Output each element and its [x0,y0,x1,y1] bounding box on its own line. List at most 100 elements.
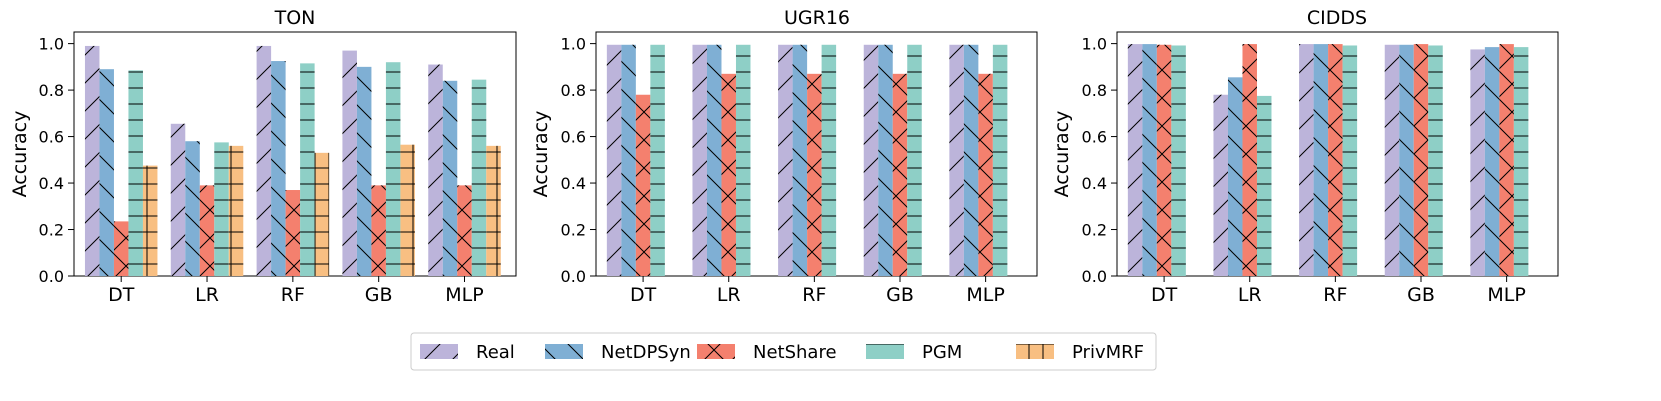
panel-title: UGR16 [784,7,850,29]
legend-swatch-hatch [1016,344,1054,359]
bar-hatch-privmrf-lr [228,145,244,276]
bar-hatch-netdpsyn-rf [271,61,286,276]
panel-title: CIDDS [1307,7,1367,29]
legend-label: Real [476,342,515,363]
legend-label: NetShare [753,342,837,363]
y-tick-label: 0.8 [39,81,64,100]
bar-hatch-pgm-gb [907,44,922,277]
bar-hatch-netdpsyn-gb [356,66,372,276]
y-tick-label: 0.2 [561,221,586,240]
bar-hatch-real-rf [1299,44,1314,277]
bar-hatch-netshare-gb [371,185,386,276]
x-tick-label: RF [1323,284,1347,306]
legend-swatch-hatch [420,344,458,359]
bar-hatch-netdpsyn-rf [792,44,808,277]
x-tick-label: LR [195,284,219,306]
bar-hatch-pgm-dt [650,44,665,277]
y-tick-label: 0.0 [1082,267,1107,286]
bar-hatch-netshare-rf [807,73,822,276]
bar-hatch-netshare-dt [113,221,129,276]
legend-swatch-hatch [697,344,735,359]
legend-label: PGM [922,342,962,363]
y-tick-label: 0.4 [39,174,64,193]
bar-hatch-netdpsyn-dt [1142,44,1157,277]
x-ticks: DT LR RF GB MLP [1151,276,1526,306]
legend-item-privmrf: PrivMRF [1016,342,1144,363]
x-tick-label: MLP [445,284,483,306]
bar-hatch-real-gb [342,50,357,276]
bar-hatch-netdpsyn-rf [1313,44,1329,277]
bar-hatch-pgm-dt [1171,45,1186,277]
x-tick-label: LR [717,284,741,306]
bar-hatch-pgm-rf [821,44,837,277]
bar-hatch-netdpsyn-lr [185,141,200,276]
legend-item-netdpsyn: NetDPSyn [545,342,691,363]
bars [1127,44,1529,277]
bar-hatch-netshare-lr [1242,44,1257,277]
bar-hatch-netshare-mlp [457,185,472,276]
bar-hatch-privmrf-dt [142,165,158,276]
bar-hatch-netshare-mlp [978,73,993,276]
panel-2: UGR16 Accuracy 0.0 0.2 0.4 0.6 0.8 1.0 DT LR RF… [530,7,1038,306]
bar-hatch-netshare-lr [199,185,215,276]
bar-hatch-real-dt [84,45,100,276]
y-tick-label: 0.4 [1082,174,1107,193]
bar-hatch-netdpsyn-lr [706,44,722,277]
legend-item-netshare: NetShare [697,342,837,363]
y-tick-label: 1.0 [39,35,64,54]
bar-hatch-real-lr [170,123,186,277]
y-tick-label: 0.6 [561,128,586,147]
y-tick-label: 0.6 [1082,128,1107,147]
bar-hatch-real-dt [606,44,622,277]
y-tick-label: 0.0 [561,267,586,286]
bar-hatch-real-dt [1127,44,1143,277]
bar-hatch-netdpsyn-lr [1227,77,1243,276]
bar-hatch-real-gb [863,44,879,277]
y-tick-label: 0.4 [561,174,586,193]
bar-hatch-netshare-dt [635,94,651,276]
y-tick-label: 0.8 [1082,81,1107,100]
x-tick-label: DT [1151,284,1178,306]
x-ticks: DT LR RF GB MLP [630,276,1005,306]
bar-hatch-pgm-gb [385,62,401,277]
bar-hatch-pgm-rf [1342,45,1358,277]
bar-hatch-netshare-dt [1156,44,1172,277]
legend-item-pgm: PGM [866,342,962,363]
bar-hatch-pgm-gb [1428,45,1443,277]
panel-title: TON [274,7,316,29]
y-ticks: 0.0 0.2 0.4 0.6 0.8 1.0 [1082,35,1117,286]
bar-hatch-pgm-lr [1256,95,1272,277]
x-tick-label: GB [1407,284,1435,306]
x-tick-label: GB [886,284,914,306]
bar-hatch-real-rf [778,44,793,277]
bar-hatch-pgm-lr [735,44,751,277]
bar-hatch-real-lr [1213,94,1228,276]
y-axis-label: Accuracy [9,111,31,198]
bar-hatch-netshare-lr [721,73,736,276]
legend: Real NetDPSyn NetShare PGM PrivMRF [410,332,1157,371]
legend-item-real: Real [420,342,515,363]
x-tick-label: DT [108,284,135,306]
legend-swatch-hatch [545,344,583,359]
bar-hatch-privmrf-mlp [486,145,501,276]
y-axis-label: Accuracy [530,111,552,198]
bar-hatch-netdpsyn-dt [621,44,636,277]
bar-hatch-pgm-mlp [992,44,1008,277]
y-tick-label: 0.2 [39,221,64,240]
bars [84,45,501,277]
x-tick-label: RF [281,284,305,306]
y-tick-label: 0.0 [39,267,64,286]
x-tick-label: LR [1238,284,1262,306]
bar-hatch-pgm-lr [214,142,229,276]
bar-hatch-netshare-rf [1328,44,1343,277]
bar-hatch-pgm-rf [300,63,315,276]
bar-hatch-privmrf-gb [400,144,415,276]
bar-hatch-netdpsyn-mlp [442,80,458,276]
legend-frame [410,332,1157,371]
y-ticks: 0.0 0.2 0.4 0.6 0.8 1.0 [39,35,74,286]
bar-hatch-pgm-dt [128,70,143,276]
x-tick-label: DT [630,284,657,306]
x-tick-label: MLP [1487,284,1525,306]
x-tick-label: RF [802,284,826,306]
